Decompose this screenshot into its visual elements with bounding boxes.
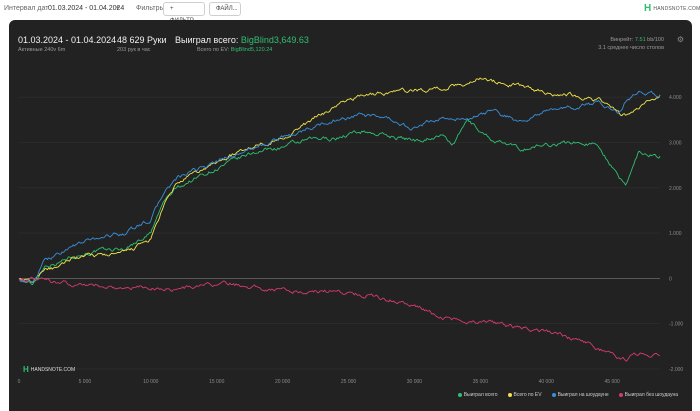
- chart-legend: Выиграл всего Всего по EV Выиграл на шоуда…: [448, 392, 678, 398]
- chevron-down-icon[interactable]: ▾: [116, 5, 120, 12]
- legend-label: Выиграл на шоудауне: [557, 392, 609, 398]
- won-value: BigBlind3,649.63: [240, 35, 309, 45]
- x-tick-label: 20 000: [275, 379, 291, 385]
- watermark-text: HANDSNOTE.COM: [30, 366, 76, 373]
- y-tick-label: 1.000: [669, 231, 682, 237]
- legend-swatch: [507, 392, 512, 397]
- ev-value: BigBlind5,120.24: [230, 47, 273, 53]
- hands-per-hour: 203 рук в час: [117, 47, 151, 53]
- legend-item[interactable]: Выиграл всего: [457, 392, 498, 398]
- y-tick-label: 4.000: [669, 95, 682, 101]
- x-tick-label: 15 000: [209, 379, 225, 385]
- winrate: Винрейт: 7.51 bb/100: [610, 37, 664, 43]
- x-tick-label: 10 000: [143, 379, 159, 385]
- watermark: H HANDSNOTE.COM: [23, 365, 75, 374]
- interval-label: Интервал дат: [4, 5, 49, 12]
- legend-label: Всего по EV: [513, 392, 542, 398]
- filters-label: Фильтры: [136, 5, 165, 12]
- x-tick-label: 45 000: [605, 379, 621, 385]
- ev-total: Всего по EV: BigBlind5,120.24: [197, 47, 272, 53]
- legend-swatch: [457, 392, 462, 397]
- x-tick-label: 35 000: [473, 379, 489, 385]
- handsnote-icon: H: [23, 365, 29, 374]
- legend-item[interactable]: Всего по EV: [507, 392, 542, 398]
- file-button[interactable]: ФАЙЛ...: [209, 2, 241, 16]
- tables-average: 3.1 среднее число столов: [598, 45, 664, 51]
- x-tick-label: 30 000: [407, 379, 423, 385]
- gear-icon[interactable]: ⚙: [676, 35, 684, 44]
- legend-item[interactable]: Выиграл на шоудауне: [551, 392, 609, 398]
- y-tick-label: -1.000: [669, 322, 683, 328]
- graph-panel: 01.03.2024 - 01.04.2024 Активные 240v 6m…: [9, 20, 692, 411]
- series-line: [18, 276, 661, 362]
- winrate-value: 7.51: [634, 37, 646, 43]
- y-tick-label: 3.000: [669, 140, 682, 146]
- winrate-suffix: bb/100: [647, 37, 664, 43]
- series-line: [18, 90, 661, 283]
- toolbar: Интервал дат 01.03.2024 - 01.04.2024 ▾ Ф…: [0, 0, 700, 24]
- hands-count: 48 629 Руки: [117, 35, 167, 45]
- x-tick-label: 0: [18, 379, 21, 385]
- summary-subtitle: Активные 240v 6m: [18, 47, 66, 53]
- file-button-label: ФАЙЛ...: [216, 6, 238, 12]
- equity-chart: 4.000 3.000 2.000 1.000 0 -1.000 -2.000 0 5 000 1…: [18, 77, 683, 385]
- x-tick-label: 25 000: [341, 379, 357, 385]
- legend-swatch: [618, 392, 623, 397]
- y-tick-label: -2.000: [669, 367, 683, 373]
- legend-label: Выиграл всего: [463, 392, 498, 398]
- legend-swatch: [551, 392, 556, 397]
- won-total: Выиграл всего: BigBlind3,649.63: [175, 35, 309, 45]
- brand-logo: H HANDSNOTE.COM: [644, 3, 700, 14]
- date-range-picker[interactable]: 01.03.2024 - 01.04.2024: [48, 5, 125, 12]
- x-tick-label: 40 000: [539, 379, 555, 385]
- winrate-label: Винрейт:: [610, 37, 634, 43]
- y-tick-label: 0: [669, 276, 672, 282]
- legend-label: Выиграл без шоудауна: [624, 392, 678, 398]
- filter-button[interactable]: + ФИЛЬТР...: [163, 2, 205, 24]
- y-tick-label: 2.000: [669, 186, 682, 192]
- series-line: [19, 77, 661, 283]
- x-tick-label: 5 000: [79, 379, 92, 385]
- series-line: [18, 118, 661, 286]
- logo-text: HANDSNOTE.COM: [653, 5, 700, 12]
- legend-item[interactable]: Выиграл без шоудауна: [618, 392, 678, 398]
- summary-date-range: 01.03.2024 - 01.04.2024: [18, 35, 117, 45]
- plus-icon: +: [170, 6, 174, 12]
- handsnote-icon: H: [644, 3, 652, 14]
- ev-label: Всего по EV:: [197, 47, 230, 53]
- won-label: Выиграл всего:: [175, 35, 239, 45]
